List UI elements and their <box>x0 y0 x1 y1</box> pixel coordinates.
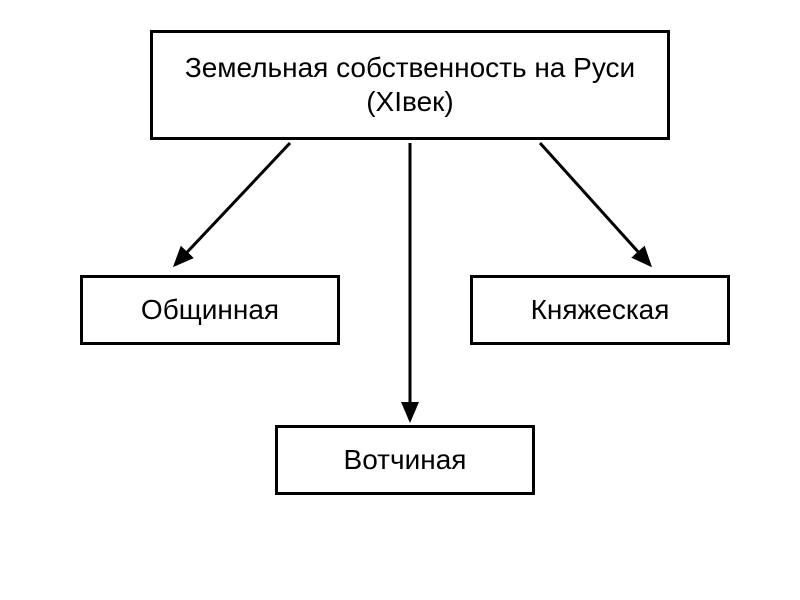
arrow-line <box>175 143 290 265</box>
root-line1: Земельная собственность на Руси <box>185 52 635 83</box>
root-line2: (XIвек) <box>366 86 454 117</box>
arrow-line <box>540 143 650 265</box>
child-node-right: Княжеская <box>470 275 730 345</box>
child-node-left: Общинная <box>80 275 340 345</box>
child-bottom-label: Вотчиная <box>344 443 467 477</box>
child-right-label: Княжеская <box>531 293 670 327</box>
root-node: Земельная собственность на Руси (XIвек) <box>150 30 670 140</box>
child-left-label: Общинная <box>141 293 279 327</box>
child-node-bottom: Вотчиная <box>275 425 535 495</box>
